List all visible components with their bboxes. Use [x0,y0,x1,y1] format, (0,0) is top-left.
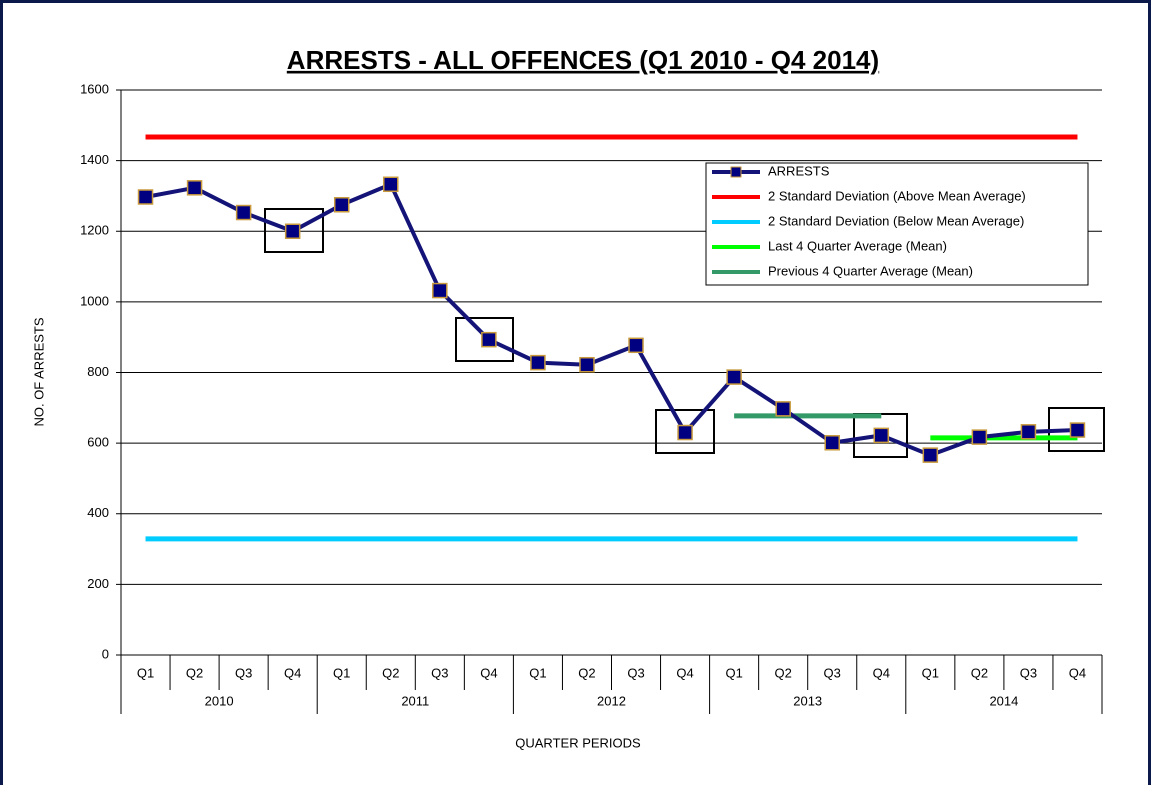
marker [726,369,742,385]
x-group-label: 2011 [401,693,429,708]
marker [137,189,154,205]
x-tick-label: Q2 [186,665,203,680]
marker [922,447,939,463]
marker [824,435,840,451]
chart-title: ARRESTS - ALL OFFENCES (Q1 2010 - Q4 201… [287,45,879,75]
x-tick-label: Q3 [824,665,841,680]
x-tick-label: Q1 [137,665,154,680]
marker [677,424,693,441]
x-tick-label: Q4 [480,665,497,680]
x-tick-label: Q2 [578,665,595,680]
x-tick-label: Q2 [382,665,399,680]
x-tick-label: Q3 [627,665,644,680]
x-tick-label: Q1 [333,665,350,680]
marker [1069,422,1086,438]
highlight-box [655,409,715,454]
x-group-label: 2010 [205,693,234,708]
legend-box [705,162,1089,286]
marker [383,176,399,193]
x-tick-label: Q1 [922,665,939,680]
marker [628,337,644,354]
marker [971,429,988,445]
legend-label: 2 Standard Deviation (Above Mean Average… [768,188,1026,203]
marker [481,331,497,348]
x-tick-label: Q2 [971,665,988,680]
highlight-box [264,208,324,253]
marker [775,401,791,417]
y-tick-label: 1000 [80,293,109,308]
y-tick-label: 1600 [80,81,109,96]
x-tick-label: Q4 [1069,665,1086,680]
x-tick-label: Q1 [725,665,742,680]
legend: ARRESTS 2 Standard Deviation (Above Mean … [705,162,1089,286]
legend-label: ARRESTS [768,163,830,178]
marker [284,223,301,239]
x-tick-label: Q3 [1020,665,1037,680]
x-tick-label: Q3 [431,665,448,680]
x-tick-label: Q4 [676,665,693,680]
y-axis-label: NO. OF ARRESTS [31,317,46,426]
y-tick-label: 600 [87,435,109,450]
x-group-label: 2012 [597,693,626,708]
legend-marker [730,166,742,178]
x-group-label: 2013 [793,693,822,708]
highlight-boxes [264,208,1105,458]
marker [186,180,203,196]
marker [432,282,448,299]
x-tick-label: Q3 [235,665,252,680]
y-tick-label: 1200 [80,223,109,238]
x-group-label: 2014 [989,693,1018,708]
marker [873,427,890,444]
marker [333,197,350,213]
marker [1020,424,1037,440]
x-tick-label: Q1 [529,665,546,680]
legend-label: Last 4 Quarter Average (Mean) [768,238,947,253]
y-tick-label: 200 [87,576,109,591]
x-tick-label: Q4 [284,665,301,680]
y-tick-label: 400 [87,505,109,520]
legend-label: 2 Standard Deviation (Below Mean Average… [768,213,1024,228]
legend-label: Previous 4 Quarter Average (Mean) [768,263,973,278]
series-line [145,182,1078,458]
highlight-box [455,317,514,362]
marker [579,356,595,373]
x-axis-label: QUARTER PERIODS [515,735,641,750]
y-tick-label: 1400 [80,152,109,167]
x-tick-label: Q2 [775,665,792,680]
marker [235,204,252,221]
marker [530,354,546,371]
y-tick-label: 800 [87,364,109,379]
y-tick-label: 0 [102,646,109,661]
x-tick-label: Q4 [873,665,890,680]
